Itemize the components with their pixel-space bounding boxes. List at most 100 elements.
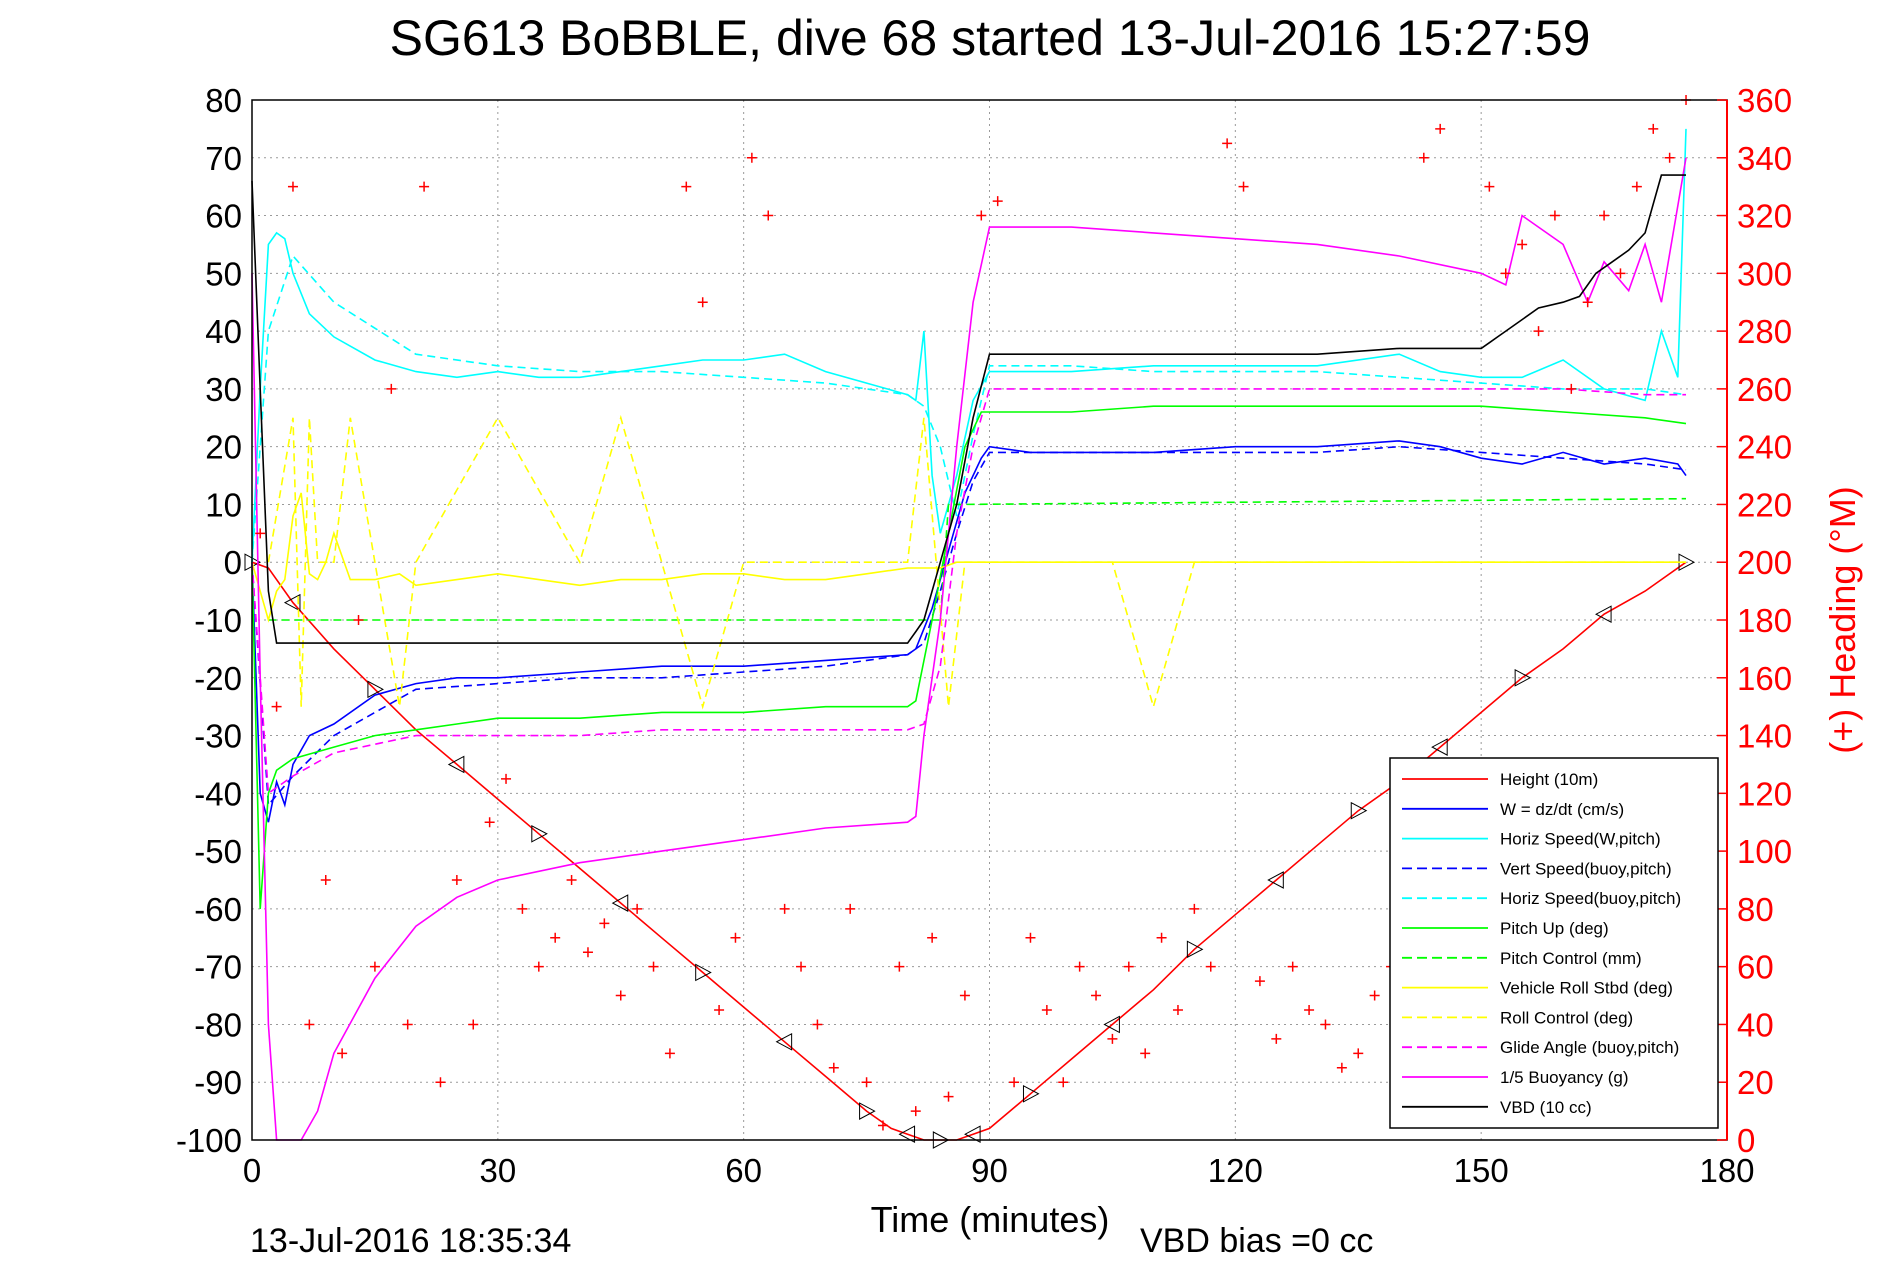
y-right-tick-label: 260: [1737, 371, 1792, 408]
depth-marker: [695, 963, 712, 982]
y-right-tick-label: 100: [1737, 833, 1792, 870]
series-line-pitch: [251, 405, 1687, 909]
heading-point: [1172, 1005, 1183, 1015]
heading-point: [1484, 181, 1495, 192]
heading-point: [271, 701, 282, 712]
heading-point: [894, 961, 905, 972]
y-left-tick-label: -80: [194, 1006, 242, 1043]
heading-point: [484, 817, 495, 828]
depth-marker: [898, 1125, 916, 1144]
legend-label: VBD (10 cc): [1500, 1098, 1592, 1117]
legend-label: Pitch Control (mm): [1500, 949, 1642, 968]
depth-marker: [1022, 1084, 1040, 1103]
y-left-tick-label: -100: [176, 1122, 242, 1159]
y-right-tick-label: 140: [1737, 718, 1792, 755]
y-left-tick-label: -90: [194, 1064, 242, 1101]
heading-point: [648, 961, 659, 972]
heading-point: [927, 932, 938, 943]
heading-point: [796, 961, 807, 972]
heading-point: [1336, 1062, 1347, 1073]
y-right-tick-label: 280: [1737, 313, 1792, 350]
heading-point: [730, 932, 741, 943]
y-right-tick-label: 0: [1737, 1122, 1755, 1159]
heading-point: [1189, 903, 1200, 914]
legend-label: 1/5 Buoyancy (g): [1500, 1068, 1629, 1087]
heading-point: [632, 903, 643, 914]
x-tick-label: 0: [243, 1152, 261, 1189]
heading-point: [582, 947, 593, 958]
heading-point: [1435, 123, 1446, 134]
y-left-tick-label: -20: [194, 660, 242, 697]
y-right-tick-label: 40: [1737, 1006, 1774, 1043]
legend-label: Pitch Up (deg): [1500, 919, 1609, 938]
heading-point: [353, 615, 364, 625]
legend-label: Roll Control (deg): [1500, 1008, 1633, 1027]
depth-marker: [367, 680, 384, 699]
legend-label: Height (10m): [1500, 770, 1598, 789]
y-left-tick-label: 50: [205, 255, 242, 292]
y-left-tick-label: 10: [205, 486, 242, 523]
series-line-roll_ctl: [267, 414, 1686, 710]
heading-point: [1353, 1048, 1364, 1059]
legend-items: Height (10m) W = dz/dt (cm/s) Horiz Speed(…: [1402, 770, 1681, 1117]
heading-point: [1271, 1033, 1282, 1044]
depth-marker: [447, 755, 465, 774]
series-layer: [244, 95, 1696, 1149]
heading-point: [1058, 1077, 1069, 1088]
x-tick-label: 180: [1699, 1152, 1754, 1189]
x-axis-label: Time (minutes): [871, 1199, 1110, 1240]
heading-point: [714, 1005, 725, 1015]
y-right-tick-label: 200: [1737, 544, 1792, 581]
legend-label: Horiz Speed(W,pitch): [1500, 830, 1661, 849]
heading-point: [1582, 297, 1593, 308]
series-line-glide: [251, 388, 1686, 795]
heading-point: [1418, 152, 1429, 163]
heading-point: [861, 1077, 872, 1088]
series-line-buoy: [251, 157, 1687, 1141]
heading-point: [1304, 1005, 1315, 1015]
y-right-tick-label: 240: [1737, 429, 1792, 466]
heading-point: [812, 1019, 823, 1030]
heading-point: [1156, 932, 1167, 943]
heading-point: [1025, 932, 1036, 943]
y-right-tick-label: 80: [1737, 891, 1774, 928]
heading-point: [615, 990, 626, 1001]
depth-marker: [859, 1102, 876, 1120]
heading-point: [468, 1019, 479, 1030]
y-left-tick-label: -60: [194, 891, 242, 928]
heading-point: [1631, 181, 1642, 192]
heading-point: [746, 152, 757, 163]
x-tick-label: 120: [1208, 1152, 1263, 1189]
series-line-w: [251, 440, 1687, 823]
x-tick-label: 90: [971, 1152, 1008, 1189]
y-left-tick-label: 0: [224, 544, 242, 581]
y-right-tick-label: 120: [1737, 775, 1792, 812]
y-right-tick-label: 20: [1737, 1064, 1774, 1101]
y-right-tick-label: 180: [1737, 602, 1792, 639]
footer-vbd-bias: VBD bias =0 cc: [1140, 1222, 1373, 1260]
heading-point: [517, 903, 528, 914]
depth-marker: [1186, 940, 1204, 959]
heading-point: [419, 181, 430, 192]
heading-point: [763, 210, 774, 221]
legend-label: Vert Speed(buoy,pitch): [1500, 859, 1672, 878]
heading-point: [1500, 268, 1511, 279]
heading-point: [566, 875, 577, 885]
y-left-tick-label: -50: [194, 833, 242, 870]
x-tick-label: 60: [725, 1152, 762, 1189]
depth-marker: [1595, 605, 1612, 624]
legend: Height (10m) W = dz/dt (cm/s) Horiz Speed(…: [1389, 757, 1719, 1129]
y-left-tick-label: -70: [194, 949, 242, 986]
y-right-tick-label: 60: [1737, 949, 1774, 986]
heading-point: [533, 961, 544, 972]
depth-marker: [775, 1032, 793, 1051]
heading-point: [1107, 1033, 1118, 1044]
heading-point: [664, 1048, 675, 1059]
heading-point: [320, 875, 331, 885]
legend-box: [1389, 757, 1719, 1129]
heading-point: [1123, 961, 1134, 972]
heading-point: [451, 875, 462, 885]
heading-point: [1222, 138, 1233, 149]
heading-point: [697, 297, 708, 308]
heading-point: [1041, 1005, 1052, 1015]
